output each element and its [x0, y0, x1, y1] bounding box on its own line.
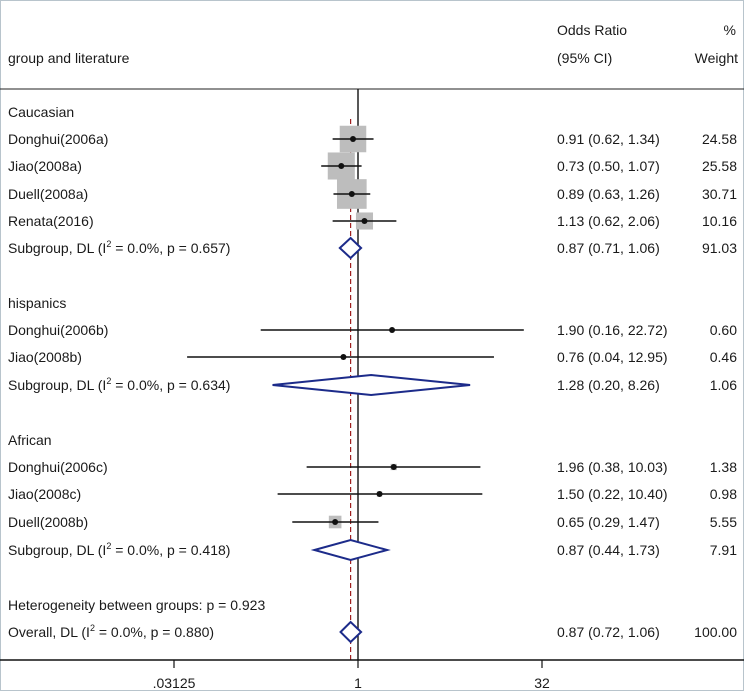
x-tick-label: 1	[354, 675, 362, 691]
group-heading: African	[8, 432, 52, 448]
or-ci-value: 0.91 (0.62, 1.34)	[557, 131, 660, 147]
study-label: Duell(2008b)	[8, 514, 88, 530]
i2-superscript: 2	[106, 376, 111, 386]
label-part: Subgroup, DL (I	[8, 240, 106, 256]
label-part: Overall, DL (I	[8, 624, 90, 640]
study-label: Renata(2016)	[8, 213, 94, 229]
study-label: Donghui(2006c)	[8, 459, 108, 475]
subgroup-label: Subgroup, DL (I2 = 0.0%, p = 0.657)	[8, 239, 230, 256]
or-header-line2: (95% CI)	[557, 50, 612, 66]
or-ci-value: 1.13 (0.62, 2.06)	[557, 213, 660, 229]
weight-value: 25.58	[702, 158, 737, 174]
study-label: Donghui(2006a)	[8, 131, 108, 147]
or-ci-value: 0.76 (0.04, 12.95)	[557, 349, 668, 365]
group-heading: hispanics	[8, 295, 66, 311]
label-part: = 0.0%, p = 0.657)	[111, 240, 230, 256]
subgroup-label: Subgroup, DL (I2 = 0.0%, p = 0.418)	[8, 541, 230, 558]
label-part: = 0.0%, p = 0.418)	[111, 542, 230, 558]
label-part: Subgroup, DL (I	[8, 542, 106, 558]
i2-superscript: 2	[106, 541, 111, 551]
subgroup-or-ci: 1.28 (0.20, 8.26)	[557, 377, 660, 393]
weight-value: 30.71	[702, 186, 737, 202]
weight-value: 1.38	[710, 459, 737, 475]
point-estimate	[349, 136, 356, 142]
point-estimate	[332, 519, 339, 525]
weight-value: 10.16	[702, 213, 737, 229]
x-tick-label: 32	[534, 675, 550, 691]
overall-label: Overall, DL (I2 = 0.0%, p = 0.880)	[8, 623, 214, 640]
weight-value: 0.60	[710, 322, 737, 338]
subgroup-diamond	[272, 373, 471, 397]
point-estimate	[390, 464, 397, 470]
study-label: Jiao(2008c)	[8, 486, 81, 502]
label-part: = 0.0%, p = 0.880)	[95, 624, 214, 640]
label-part: = 0.0%, p = 0.634)	[111, 377, 230, 393]
overall-diamond	[339, 620, 363, 644]
weight-value: 0.98	[710, 486, 737, 502]
point-estimate	[389, 327, 396, 333]
point-estimate	[376, 491, 383, 497]
study-label: Duell(2008a)	[8, 186, 88, 202]
weight-value: 24.58	[702, 131, 737, 147]
or-ci-value: 1.90 (0.16, 22.72)	[557, 322, 668, 338]
or-ci-value: 1.50 (0.22, 10.40)	[557, 486, 668, 502]
x-axis: .03125 1 32	[0, 659, 744, 691]
or-ci-value: 0.73 (0.50, 1.07)	[557, 158, 660, 174]
or-header-line1: Odds Ratio	[557, 22, 627, 38]
group-heading: Caucasian	[8, 104, 74, 120]
or-ci-value: 0.65 (0.29, 1.47)	[557, 514, 660, 530]
subgroup-or-ci: 0.87 (0.44, 1.73)	[557, 542, 660, 558]
or-ci-value: 1.96 (0.38, 10.03)	[557, 459, 668, 475]
subgroup-diamond	[310, 538, 391, 562]
weight-header-line2: Weight	[695, 50, 738, 66]
point-estimate	[338, 163, 345, 169]
or-ci-value: 0.89 (0.63, 1.26)	[557, 186, 660, 202]
heterogeneity-label: Heterogeneity between groups: p = 0.923	[8, 597, 265, 613]
study-label: Donghui(2006b)	[8, 322, 108, 338]
overall-or-ci: 0.87 (0.72, 1.06)	[557, 624, 660, 640]
label-part: Subgroup, DL (I	[8, 377, 106, 393]
subgroup-diamond	[338, 236, 363, 260]
subgroup-weight: 1.06	[710, 377, 737, 393]
overall-weight: 100.00	[694, 624, 737, 640]
weight-value: 5.55	[710, 514, 737, 530]
subgroup-or-ci: 0.87 (0.71, 1.06)	[557, 240, 660, 256]
point-estimate	[361, 218, 368, 224]
i2-superscript: 2	[90, 623, 95, 633]
study-header: group and literature	[8, 50, 130, 66]
study-label: Jiao(2008b)	[8, 349, 82, 365]
i2-superscript: 2	[106, 239, 111, 249]
weight-value: 0.46	[710, 349, 737, 365]
subgroup-label: Subgroup, DL (I2 = 0.0%, p = 0.634)	[8, 376, 230, 393]
weight-header-line1: %	[724, 22, 736, 38]
subgroup-weight: 91.03	[702, 240, 737, 256]
study-label: Jiao(2008a)	[8, 158, 82, 174]
x-tick-label: .03125	[153, 675, 196, 691]
point-estimate	[348, 191, 355, 197]
subgroup-weight: 7.91	[710, 542, 737, 558]
point-estimate	[340, 354, 347, 360]
forest-rows: Caucasian Donghui(2006a) 0.91 (0.62, 1.34)…	[8, 89, 737, 660]
